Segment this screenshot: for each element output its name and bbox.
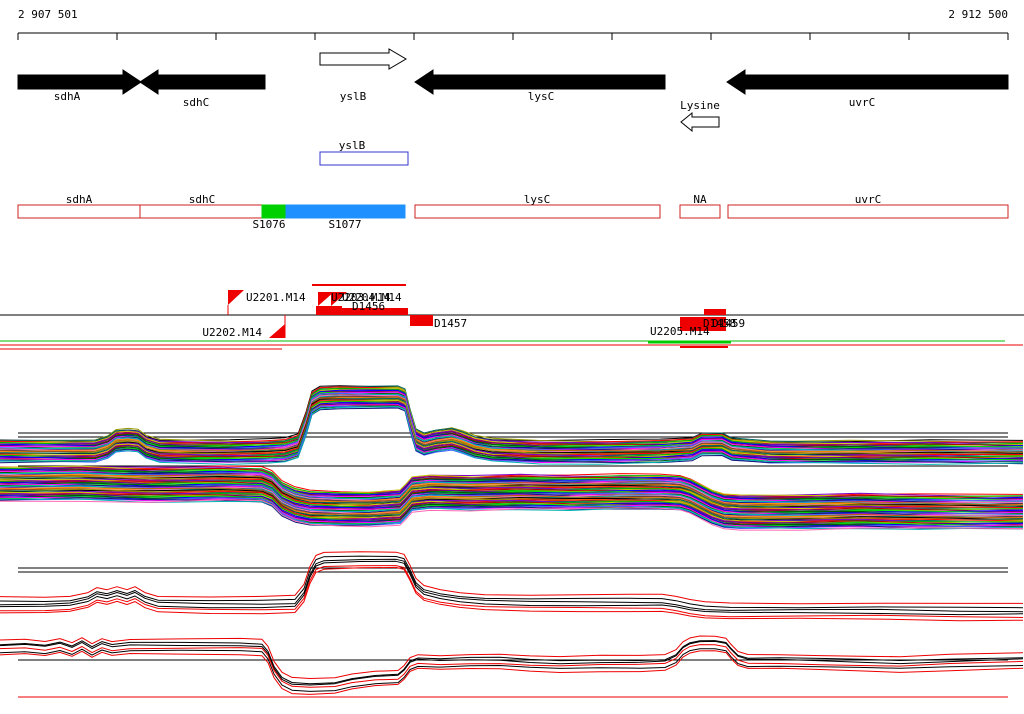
- expression-profile-line: [0, 650, 1024, 695]
- annotation-box-NA[interactable]: [679, 204, 721, 219]
- probe-flag[interactable]: [228, 290, 244, 305]
- annotation-box-lysC[interactable]: [414, 204, 661, 219]
- expression-profile-line: [0, 473, 1024, 507]
- probe-label-D1459: D1459: [712, 317, 745, 330]
- expression-profile-line: [0, 467, 1024, 500]
- condition-profile-panel-1: [0, 551, 1024, 622]
- gene-arrow-uvrC[interactable]: [726, 69, 1009, 95]
- expression-profile-line: [0, 385, 1024, 445]
- expression-profile-line: [0, 555, 1024, 609]
- annotation-label-lysC: lysC: [524, 193, 551, 206]
- probe-block[interactable]: [316, 306, 342, 315]
- gene-label-Lysine: Lysine: [680, 99, 720, 112]
- expression-panels: [0, 385, 1024, 698]
- expression-profile-line: [0, 471, 1024, 504]
- gene-arrow-Lysine[interactable]: [680, 111, 720, 133]
- expression-profile-line: [0, 640, 1024, 685]
- probe-marker-track: U2201.M14U2202.M14U2203.M14U2204.M14D145…: [0, 284, 1024, 339]
- annotation-box-sdhC[interactable]: [139, 204, 266, 219]
- probe-label-U2205.M14: U2205.M14: [650, 325, 710, 338]
- gene-label-yslB: yslB: [340, 90, 367, 103]
- probe-flag[interactable]: [318, 292, 334, 306]
- annotation-box-sdhA[interactable]: [17, 204, 141, 219]
- expression-profile-line: [0, 497, 1024, 529]
- probe-label-U2201.M14: U2201.M14: [246, 291, 306, 304]
- expression-profile-line: [0, 560, 1024, 616]
- operon-label-yslB: yslB: [339, 139, 366, 152]
- expression-profile-line: [0, 493, 1024, 525]
- expression-profile-line: [0, 635, 1024, 679]
- gene-label-uvrC: uvrC: [849, 96, 876, 109]
- expression-profile-line: [0, 465, 1024, 497]
- expression-profile-line: [0, 551, 1023, 605]
- ruler-end-coordinate: 2 912 500: [948, 8, 1008, 21]
- probe-block[interactable]: [410, 315, 433, 326]
- annotation-label-sdhA: sdhA: [66, 193, 93, 206]
- expression-profile-line: [0, 558, 1024, 613]
- expression-profile-line: [0, 386, 1024, 444]
- ruler-track: [17, 32, 1009, 40]
- expression-profile-line: [0, 640, 1024, 686]
- tiling-array-panel-1: [0, 385, 1024, 465]
- expression-profile-line: [0, 566, 1024, 622]
- expression-profile-line: [0, 499, 1024, 531]
- probe-label-D1456: D1456: [352, 300, 385, 313]
- expression-profile-line: [0, 495, 1024, 527]
- expression-profile-line: [0, 498, 1024, 530]
- gene-arrow-sdhA[interactable]: [17, 69, 142, 95]
- probe-label-U2204.M14: U2204.M14: [342, 291, 402, 304]
- segment-box-S1076[interactable]: [261, 204, 287, 219]
- probe-flag[interactable]: [331, 292, 347, 306]
- gene-label-sdhA: sdhA: [54, 90, 81, 103]
- annotation-label-sdhC: sdhC: [189, 193, 216, 206]
- tiling-array-panel-2: [0, 465, 1024, 531]
- operon-box-track: yslB: [319, 139, 409, 166]
- expression-profile-line: [0, 491, 1024, 524]
- probe-label-D1458: D1458: [703, 317, 736, 330]
- expression-profile-line: [0, 494, 1024, 528]
- expression-profile-line: [0, 497, 1024, 530]
- operon-box-yslB[interactable]: [319, 151, 409, 166]
- probe-flag[interactable]: [269, 324, 285, 338]
- expression-profile-line: [0, 648, 1024, 692]
- expression-profile-line: [0, 406, 1024, 465]
- probe-block[interactable]: [680, 317, 726, 331]
- expression-profile-line: [0, 478, 1024, 511]
- probe-block[interactable]: [342, 308, 408, 315]
- gene-arrow-yslB[interactable]: [319, 48, 407, 70]
- annotation-label-uvrC: uvrC: [855, 193, 882, 206]
- expression-profile-line: [0, 385, 1024, 443]
- annotation-label-NA: NA: [693, 193, 707, 206]
- gene-arrow-lysC[interactable]: [414, 69, 666, 95]
- segment-box-S1077[interactable]: [285, 204, 406, 219]
- condition-profile-panel-2: [0, 635, 1024, 698]
- probe-label-D1457: D1457: [434, 317, 467, 330]
- expression-profile-line: [0, 467, 1024, 499]
- gene-arrow-sdhC[interactable]: [139, 69, 266, 95]
- gene-label-lysC: lysC: [528, 90, 555, 103]
- gene-arrow-track: sdhA sdhC yslB lysC Lysine uvrC: [17, 48, 1009, 133]
- expression-profile-line: [0, 565, 1024, 618]
- signal-lines-track: [0, 340, 1023, 350]
- probe-label-U2203.M14: U2203.M14: [331, 291, 391, 304]
- annotation-box-uvrC[interactable]: [727, 204, 1009, 219]
- segment-label-S1077: S1077: [328, 218, 361, 231]
- gene-label-sdhC: sdhC: [183, 96, 210, 109]
- expression-profile-line: [0, 389, 1024, 446]
- expression-profile-line: [0, 469, 1024, 502]
- probe-block[interactable]: [704, 309, 726, 315]
- segment-label-S1076: S1076: [252, 218, 285, 231]
- expression-profile-line: [0, 386, 1024, 445]
- expression-profile-line: [0, 644, 1024, 688]
- ruler-start-coordinate: 2 907 501: [18, 8, 78, 21]
- expression-profile-line: [0, 485, 1024, 518]
- probe-label-U2202.M14: U2202.M14: [202, 326, 262, 339]
- expression-profile-line: [0, 472, 1024, 504]
- expression-profile-line: [0, 489, 1024, 521]
- annotation-track: sdhA sdhC lysC NA uvrC S1076 S1077: [17, 193, 1009, 231]
